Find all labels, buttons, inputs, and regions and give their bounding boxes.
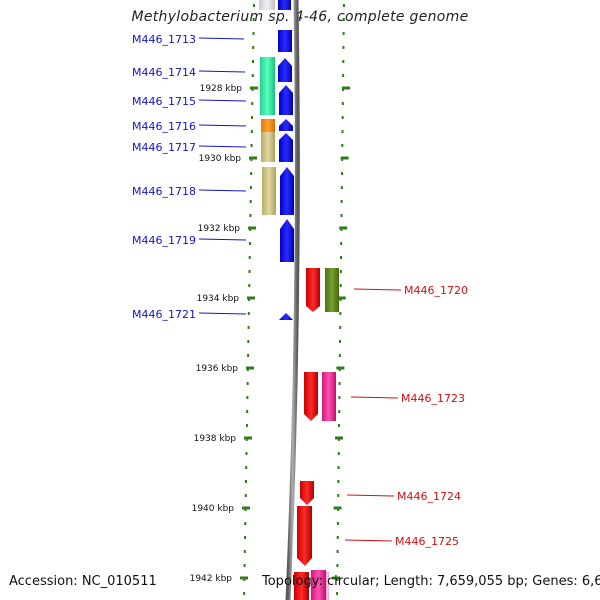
- gene-arrow-m446-1716: [279, 119, 293, 131]
- paralog-block-m446-1714: [260, 57, 275, 115]
- genome-summary-text: Topology: circular; Length: 7,659,055 bp…: [262, 574, 600, 589]
- gene-feature-partial-top: [259, 0, 275, 10]
- gene-label-m446-1714[interactable]: M446_1714: [132, 66, 196, 79]
- gene-label-m446-1717[interactable]: M446_1717: [132, 141, 196, 154]
- tick-mark-left: [248, 226, 256, 230]
- gene-label-m446-1723[interactable]: M446_1723: [401, 392, 465, 405]
- tick-label: 1930 kbp: [199, 154, 242, 164]
- tick-mark-left: [240, 576, 248, 580]
- leader-line-m446-1715: [198, 99, 247, 102]
- gene-label-m446-1721[interactable]: M446_1721: [132, 308, 196, 321]
- gene-features: [259, 0, 339, 600]
- gene-arrow-m446-1714: [278, 58, 292, 82]
- gene-label-m446-1719[interactable]: M446_1719: [132, 234, 196, 247]
- paralog-block-m446-1717: [261, 132, 275, 162]
- leader-line-m446-1714: [198, 70, 246, 73]
- tick-label: 1940 kbp: [192, 504, 235, 514]
- paralog-block-m446-1716: [261, 119, 275, 132]
- gene-arrow-m446-1717: [279, 133, 293, 162]
- gene-label-m446-1718[interactable]: M446_1718: [132, 185, 196, 198]
- gene-arrow-m446-1723: [304, 372, 318, 421]
- ruler-ticks: 1928 kbp 1930 kbp 1932 kbp 1934 kbp 1936 kbp…: [190, 84, 350, 584]
- tick-mark-left: [250, 86, 258, 90]
- gene-label-m446-1713[interactable]: M446_1713: [132, 33, 196, 46]
- tick-mark-left: [249, 156, 257, 160]
- tick-label: 1936 kbp: [196, 364, 239, 374]
- gene-arrow-partial-top: [278, 0, 291, 10]
- gene-label-m446-1716[interactable]: M446_1716: [132, 120, 196, 133]
- gene-arrow-m446-1720: [306, 268, 320, 312]
- paralog-block-m446-1720: [325, 268, 339, 312]
- gene-arrow-m446-1718: [280, 167, 294, 215]
- tick-label: 1932 kbp: [198, 224, 241, 234]
- leader-line-m446-1721: [198, 312, 247, 315]
- gene-arrow-partial-bottom: [294, 572, 309, 600]
- gene-arrow-m446-1724: [300, 481, 314, 505]
- tick-mark-right: [339, 226, 348, 230]
- leader-line-m446-1724: [346, 494, 395, 497]
- gene-arrow-m446-1721: [279, 313, 293, 320]
- tick-mark-right: [332, 576, 341, 580]
- leader-line-m446-1725: [344, 539, 393, 542]
- tick-mark-right: [333, 506, 342, 510]
- tick-mark-right: [337, 296, 346, 300]
- tick-mark-left: [242, 506, 250, 510]
- tick-mark-left: [246, 366, 254, 370]
- tick-label: 1942 kbp: [190, 574, 233, 584]
- leader-line-m446-1719: [198, 238, 247, 241]
- leader-line-m446-1718: [198, 189, 247, 192]
- tick-label: 1934 kbp: [197, 294, 240, 304]
- gene-arrow-m446-1725: [297, 506, 312, 566]
- leader-line-m446-1716: [198, 124, 247, 127]
- gene-arrow-m446-1719: [280, 219, 294, 262]
- genome-backbone: [285, 0, 300, 600]
- accession-text: Accession: NC_010511: [9, 574, 157, 589]
- tick-mark-left: [244, 436, 252, 440]
- leader-line-m446-1713: [198, 37, 245, 40]
- gene-arrow-m446-1715: [279, 85, 293, 115]
- tick-mark-right: [342, 86, 350, 90]
- tick-label: 1928 kbp: [200, 84, 243, 94]
- map-title: Methylobacterium sp. 4-46, complete geno…: [131, 9, 469, 25]
- gene-label-m446-1725[interactable]: M446_1725: [395, 535, 459, 548]
- gene-label-m446-1715[interactable]: M446_1715: [132, 95, 196, 108]
- paralog-block-partial-bottom-a: [311, 570, 326, 600]
- gene-label-m446-1720[interactable]: M446_1720: [404, 284, 468, 297]
- ruler-guides: [243, 4, 345, 595]
- tick-mark-right: [335, 436, 343, 440]
- paralog-block-m446-1723: [322, 372, 336, 421]
- gene-label-m446-1724[interactable]: M446_1724: [397, 490, 461, 503]
- leader-line-m446-1717: [198, 145, 247, 148]
- tick-mark-right: [336, 366, 345, 370]
- leader-line-m446-1720: [353, 288, 402, 291]
- leader-line-m446-1723: [350, 396, 399, 399]
- tick-label: 1938 kbp: [194, 434, 237, 444]
- paralog-block-partial-bottom-b: [326, 572, 329, 600]
- tick-mark-right: [340, 156, 349, 160]
- gene-labels: M446_1713 M446_1714 M446_1715 M446_1716 M446…: [132, 33, 468, 548]
- tick-mark-left: [247, 296, 255, 300]
- paralog-block-m446-1718: [262, 167, 276, 215]
- gene-arrow-m446-1713: [278, 30, 292, 52]
